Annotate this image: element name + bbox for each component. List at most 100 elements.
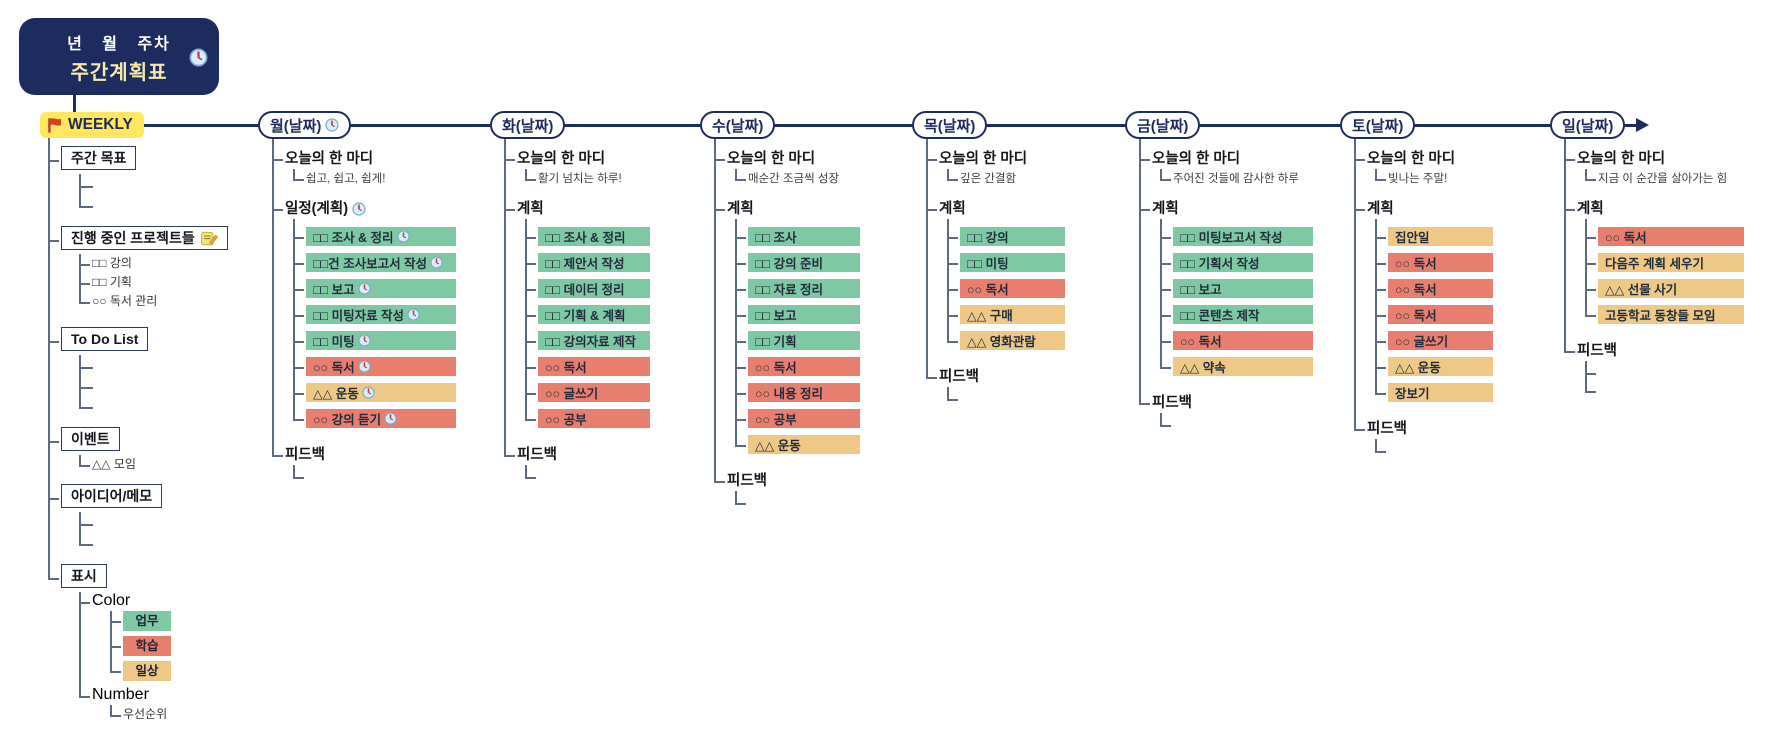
- daily-quote[interactable]: 활기 넘치는 하루!: [525, 169, 650, 189]
- plan-item[interactable]: △△ 구매: [960, 305, 1065, 324]
- day-topic-mon[interactable]: 월(날짜): [258, 111, 352, 139]
- plan-item[interactable]: □□건 조사보고서 작성: [306, 253, 456, 272]
- sidebar-item-events[interactable]: 이벤트: [61, 427, 120, 451]
- plan-item[interactable]: ○○ 강의 듣기: [306, 409, 456, 428]
- daily-quote[interactable]: 빛나는 주말!: [1375, 169, 1493, 189]
- daily-quote[interactable]: 지금 이 순간을 살아가는 힘: [1585, 169, 1744, 189]
- plan-item[interactable]: △△ 운동: [306, 383, 456, 402]
- plan-item[interactable]: □□ 조사: [748, 227, 860, 246]
- sidebar-subitem[interactable]: □□ 기획: [79, 273, 228, 292]
- section-plan[interactable]: 계획 집안일 ○○ 독서 ○○ 독서 ○○ 독서 ○○ 글쓰기 △△ 운동 장보기: [1354, 189, 1493, 409]
- daily-quote[interactable]: 쉽고, 쉽고, 쉽게!: [293, 169, 456, 189]
- plan-item[interactable]: □□ 콘텐츠 제작: [1173, 305, 1313, 324]
- sidebar-subitem[interactable]: ○○ 독서 관리: [79, 292, 228, 311]
- daily-quote[interactable]: 깊은 간결함: [947, 169, 1065, 189]
- plan-item[interactable]: ○○ 공부: [748, 409, 860, 428]
- plan-item[interactable]: △△ 선물 사기: [1598, 279, 1744, 298]
- sidebar-item-ideas[interactable]: 아이디어/메모: [61, 484, 163, 508]
- plan-item[interactable]: □□ 기획 & 계획: [538, 305, 650, 324]
- legend-chip-study[interactable]: 학습: [123, 636, 171, 656]
- plan-item[interactable]: □□ 자료 정리: [748, 279, 860, 298]
- plan-item[interactable]: □□ 강의 준비: [748, 253, 860, 272]
- section-daily-quote[interactable]: 오늘의 한 마디 쉽고, 쉽고, 쉽게!: [272, 139, 456, 189]
- section-feedback[interactable]: 피드백: [926, 357, 1065, 405]
- section-daily-quote[interactable]: 오늘의 한 마디 주어진 것들에 감사한 하루: [1139, 139, 1313, 189]
- day-topic-fri[interactable]: 금(날짜): [1125, 111, 1201, 139]
- plan-item[interactable]: □□ 조사 & 정리: [306, 227, 456, 246]
- sidebar-item-goals[interactable]: 주간 목표: [61, 146, 137, 170]
- section-daily-quote[interactable]: 오늘의 한 마디 지금 이 순간을 살아가는 힘: [1564, 139, 1744, 189]
- plan-item[interactable]: ○○ 독서: [306, 357, 456, 376]
- plan-item[interactable]: □□ 제안서 작성: [538, 253, 650, 272]
- plan-item[interactable]: □□ 기획: [748, 331, 860, 350]
- plan-item[interactable]: ○○ 독서: [1173, 331, 1313, 350]
- plan-item[interactable]: ○○ 글쓰기: [1388, 331, 1493, 350]
- plan-item[interactable]: □□ 데이터 정리: [538, 279, 650, 298]
- section-plan[interactable]: 계획 ○○ 독서 다음주 계획 세우기 △△ 선물 사기 고등학교 동창들 모임: [1564, 189, 1744, 331]
- sidebar-item-projects[interactable]: 진행 중인 프로젝트들: [61, 226, 228, 250]
- section-plan[interactable]: 계획 □□ 조사 □□ 강의 준비 □□ 자료 정리 □□ 보고 □□ 기획 ○○ 독서 ○○…: [714, 189, 860, 461]
- section-feedback[interactable]: 피드백: [1564, 331, 1744, 397]
- plan-item[interactable]: 다음주 계획 세우기: [1598, 253, 1744, 272]
- section-plan[interactable]: 일정(계획) □□ 조사 & 정리 □□건 조사보고서 작성 □□ 보고 □□ 미팅자료…: [272, 189, 456, 435]
- plan-item[interactable]: △△ 영화관람: [960, 331, 1065, 350]
- plan-item[interactable]: △△ 운동: [1388, 357, 1493, 376]
- section-feedback[interactable]: 피드백: [272, 435, 456, 483]
- plan-item[interactable]: 장보기: [1388, 383, 1493, 402]
- legend-chip-daily[interactable]: 일상: [123, 661, 171, 681]
- plan-item[interactable]: ○○ 독서: [1388, 253, 1493, 272]
- plan-item[interactable]: △△ 운동: [748, 435, 860, 454]
- section-plan[interactable]: 계획 □□ 조사 & 정리 □□ 제안서 작성 □□ 데이터 정리 □□ 기획 & 계획…: [504, 189, 650, 435]
- sidebar-subitem[interactable]: △△ 모임: [79, 455, 228, 474]
- day-topic-sat[interactable]: 토(날짜): [1340, 111, 1416, 139]
- daily-quote[interactable]: 매순간 조금씩 성장: [735, 169, 860, 189]
- plan-item[interactable]: □□ 보고: [306, 279, 456, 298]
- plan-item[interactable]: ○○ 독서: [1388, 305, 1493, 324]
- plan-item[interactable]: □□ 기획서 작성: [1173, 253, 1313, 272]
- plan-item[interactable]: 집안일: [1388, 227, 1493, 246]
- section-daily-quote[interactable]: 오늘의 한 마디 활기 넘치는 하루!: [504, 139, 650, 189]
- plan-item[interactable]: □□ 미팅: [306, 331, 456, 350]
- plan-item[interactable]: ○○ 독서: [1388, 279, 1493, 298]
- plan-item[interactable]: □□ 미팅자료 작성: [306, 305, 456, 324]
- plan-item[interactable]: □□ 보고: [1173, 279, 1313, 298]
- plan-item[interactable]: ○○ 공부: [538, 409, 650, 428]
- section-feedback[interactable]: 피드백: [504, 435, 650, 483]
- sidebar-subitem[interactable]: Color 업무 학습 일상: [79, 592, 228, 686]
- plan-item[interactable]: □□ 강의: [960, 227, 1065, 246]
- legend-chip-work[interactable]: 업무: [123, 611, 171, 631]
- plan-item[interactable]: ○○ 독서: [960, 279, 1065, 298]
- sidebar-subitem[interactable]: □□ 강의: [79, 254, 228, 273]
- section-daily-quote[interactable]: 오늘의 한 마디 깊은 간결함: [926, 139, 1065, 189]
- section-daily-quote[interactable]: 오늘의 한 마디 빛나는 주말!: [1354, 139, 1493, 189]
- plan-item[interactable]: 고등학교 동창들 모임: [1598, 305, 1744, 324]
- plan-item[interactable]: ○○ 독서: [538, 357, 650, 376]
- sidebar-subitem[interactable]: Number 우선순위: [79, 686, 228, 724]
- section-feedback[interactable]: 피드백: [1354, 409, 1493, 457]
- section-feedback[interactable]: 피드백: [714, 461, 860, 509]
- weekly-topic[interactable]: WEEKLY: [40, 112, 144, 138]
- daily-quote[interactable]: 주어진 것들에 감사한 하루: [1160, 169, 1313, 189]
- day-topic-wed[interactable]: 수(날짜): [700, 111, 776, 139]
- plan-item[interactable]: ○○ 글쓰기: [538, 383, 650, 402]
- plan-item[interactable]: △△ 약속: [1173, 357, 1313, 376]
- plan-item[interactable]: ○○ 독서: [748, 357, 860, 376]
- plan-item[interactable]: □□ 조사 & 정리: [538, 227, 650, 246]
- plan-item[interactable]: □□ 미팅보고서 작성: [1173, 227, 1313, 246]
- sidebar-item-marks[interactable]: 표시: [61, 564, 107, 588]
- day-topic-thu[interactable]: 목(날짜): [912, 111, 988, 139]
- day-topic-tue[interactable]: 화(날짜): [490, 111, 566, 139]
- day-topic-sun[interactable]: 일(날짜): [1550, 111, 1626, 139]
- section-feedback[interactable]: 피드백: [1139, 383, 1313, 431]
- section-plan[interactable]: 계획 □□ 강의 □□ 미팅 ○○ 독서 △△ 구매 △△ 영화관람: [926, 189, 1065, 357]
- section-plan[interactable]: 계획 □□ 미팅보고서 작성 □□ 기획서 작성 □□ 보고 □□ 콘텐츠 제작 ○○ 독…: [1139, 189, 1313, 383]
- section-daily-quote[interactable]: 오늘의 한 마디 매순간 조금씩 성장: [714, 139, 860, 189]
- plan-item[interactable]: □□ 미팅: [960, 253, 1065, 272]
- plan-item[interactable]: ○○ 내용 정리: [748, 383, 860, 402]
- sidebar-item-todo[interactable]: To Do List: [61, 327, 149, 351]
- sidebar-subitem[interactable]: 우선순위: [110, 705, 228, 724]
- plan-item[interactable]: □□ 강의자료 제작: [538, 331, 650, 350]
- plan-item[interactable]: ○○ 독서: [1598, 227, 1744, 246]
- root-topic[interactable]: 년 월 주차 주간계획표: [19, 18, 219, 95]
- plan-item[interactable]: □□ 보고: [748, 305, 860, 324]
